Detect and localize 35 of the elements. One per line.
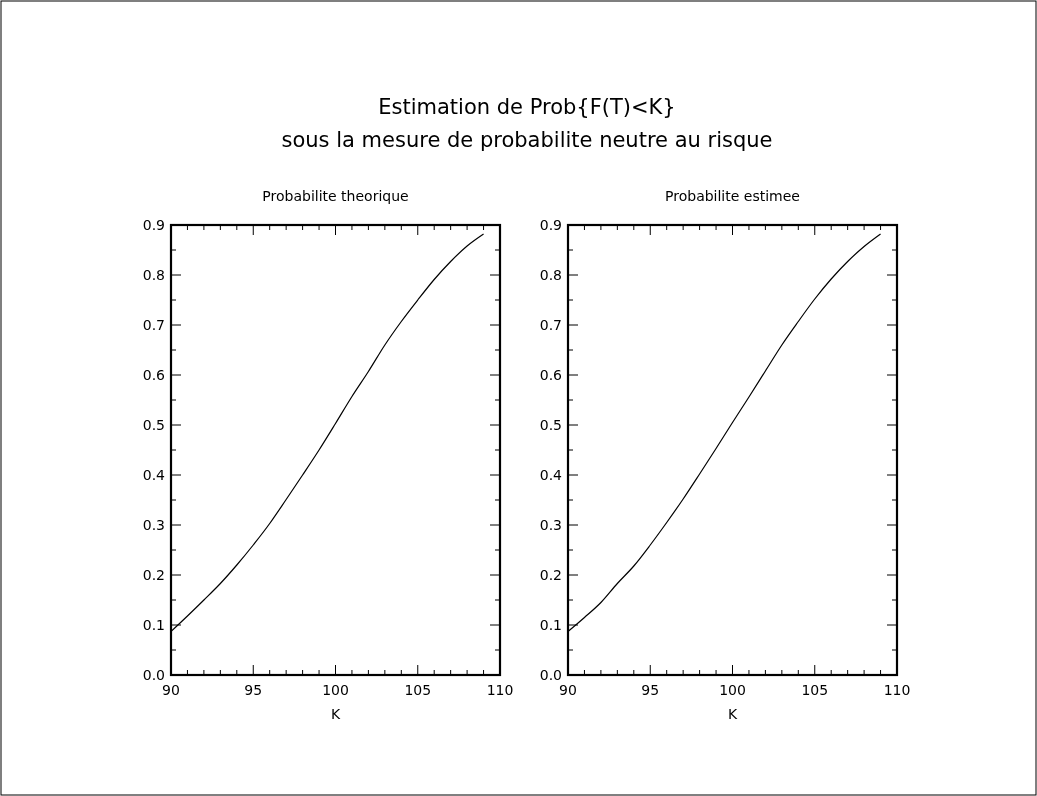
- y-tick-label: 0.5: [539, 417, 562, 433]
- y-tick-label: 0.6: [142, 367, 166, 383]
- y-tick-label: 0.0: [142, 667, 165, 683]
- chart-subtitle: Probabilite theorique: [262, 188, 409, 204]
- y-tick-label: 0.2: [142, 567, 165, 583]
- y-tick-label: 0.6: [539, 367, 563, 383]
- x-tick-label: 105: [801, 682, 829, 698]
- x-tick-label: 95: [641, 682, 660, 698]
- x-tick-label: 110: [883, 682, 911, 698]
- y-tick-label: 0.8: [142, 267, 165, 283]
- x-tick-label: 95: [244, 682, 263, 698]
- y-tick-label: 0.1: [142, 617, 165, 633]
- y-tick-label: 0.3: [539, 517, 562, 533]
- y-tick-label: 0.2: [539, 567, 562, 583]
- x-tick-label: 100: [322, 682, 349, 698]
- y-tick-label: 0.4: [539, 467, 563, 483]
- y-tick-label: 0.5: [142, 417, 165, 433]
- x-tick-label: 90: [559, 682, 577, 698]
- x-axis-title: K: [727, 706, 738, 722]
- y-tick-label: 0.4: [142, 467, 166, 483]
- x-tick-label: 105: [404, 682, 432, 698]
- y-tick-label: 0.0: [539, 667, 562, 683]
- x-axis-title: K: [330, 706, 341, 722]
- y-tick-label: 0.7: [142, 317, 165, 333]
- y-tick-label: 0.9: [142, 217, 165, 233]
- chart-title: Estimation de Prob{F(T)<K} sous la mesure de probabilite neutre au risque: [281, 95, 773, 152]
- y-tick-label: 0.1: [539, 617, 562, 633]
- x-tick-label: 110: [486, 682, 514, 698]
- x-tick-label: 90: [162, 682, 180, 698]
- y-tick-label: 0.3: [142, 517, 165, 533]
- x-tick-label: 100: [719, 682, 746, 698]
- y-tick-label: 0.9: [539, 217, 562, 233]
- y-tick-label: 0.7: [539, 317, 562, 333]
- y-tick-label: 0.8: [539, 267, 562, 283]
- chart-subtitle: Probabilite estimee: [665, 188, 800, 204]
